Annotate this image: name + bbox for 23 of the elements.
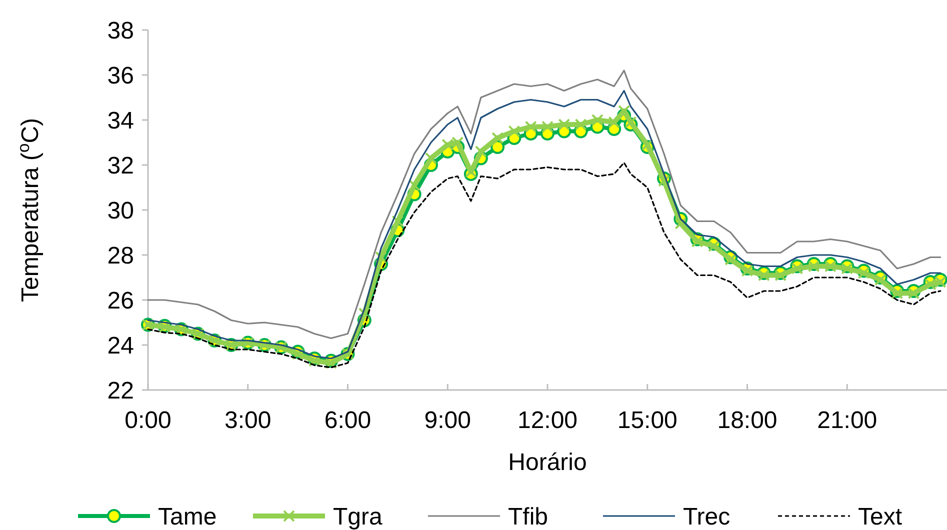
y-tick-label: 34 [107,107,134,134]
x-tick-label: 15:00 [617,407,678,434]
x-tick-label: 18:00 [717,407,778,434]
legend-label: Trec [683,503,730,530]
y-tick-label: 30 [107,197,134,224]
y-tick-label: 32 [107,152,134,180]
x-tick-label: 12:00 [517,407,578,434]
legend-label: Tame [158,503,217,530]
x-tick-label: 6:00 [324,407,372,434]
x-axis-title: Horário [508,449,587,476]
legend-label: Text [858,503,902,530]
y-tick-label: 22 [107,377,134,404]
x-tick-label: 9:00 [424,407,471,434]
y-tick-label: 36 [107,62,134,90]
x-tick-label: 3:00 [224,407,272,434]
y-tick-label: 38 [107,17,134,44]
y-tick-label: 28 [107,242,134,270]
legend-label: Tgra [333,503,383,530]
y-tick-label: 26 [107,287,134,314]
x-tick-label: 21:00 [817,407,878,434]
x-tick-label: 0:00 [124,407,172,434]
legend-label: Tfib [508,503,548,530]
y-tick-label: 24 [107,332,134,360]
